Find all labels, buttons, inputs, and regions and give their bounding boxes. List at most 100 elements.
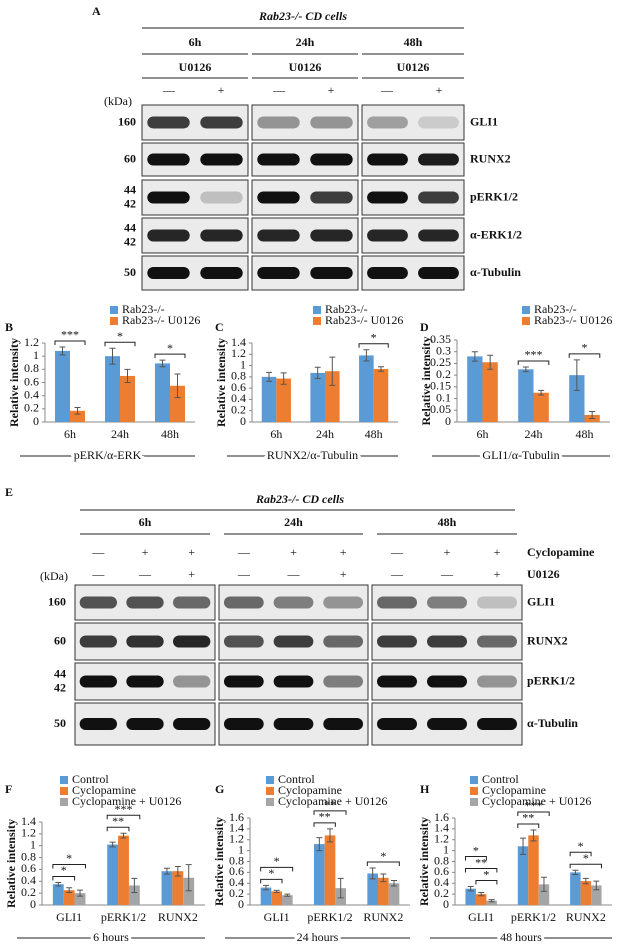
error-bar (131, 877, 138, 894)
band (418, 153, 459, 166)
band (310, 191, 353, 204)
error-bar (487, 354, 494, 370)
significance-bracket (517, 360, 550, 365)
legend-label: Control (72, 772, 109, 786)
band (79, 596, 117, 609)
y-axis-label: Relative intensity (212, 817, 226, 906)
lane-sign: + (444, 545, 451, 559)
x-tick-label: pERK1/2 (101, 910, 146, 924)
y-tick-label: 1.6 (229, 810, 244, 824)
y-tick-label: 1.2 (229, 832, 244, 846)
legend-swatch (470, 787, 478, 795)
kda-label: 44 (124, 220, 136, 234)
y-tick-label: 0.2 (229, 886, 244, 900)
legend-label: Rab23-/- (534, 302, 577, 316)
band (223, 718, 264, 730)
y-tick-label: 0.8 (229, 853, 244, 867)
bar (517, 846, 529, 905)
error-bar (573, 359, 580, 391)
y-tick-label: 0.2 (436, 367, 451, 381)
error-bar (124, 368, 131, 383)
y-tick-label: 0 (443, 897, 449, 911)
y-tick-label: 0.1 (436, 390, 451, 404)
bar (105, 356, 120, 422)
panel-letter: F (5, 782, 12, 796)
significance-label: * (61, 863, 67, 877)
significance-bracket (52, 875, 76, 881)
bar (120, 375, 135, 422)
significance-label: * (578, 839, 584, 853)
time-label: 6h (139, 515, 152, 529)
protein-label: RUNX2 (527, 633, 568, 647)
band (418, 267, 459, 279)
panel-letter: G (215, 782, 224, 796)
band (200, 267, 243, 279)
lane-sign: — (138, 567, 152, 581)
band (273, 675, 314, 688)
band (257, 153, 300, 166)
lane-sign: + (218, 83, 225, 97)
significance-label: *** (61, 328, 79, 342)
y-tick-label: 0.8 (231, 369, 246, 383)
band (377, 596, 417, 609)
y-tick-label: 0.4 (21, 873, 36, 887)
treatment-label: U0126 (289, 60, 322, 74)
panel-letter: B (5, 320, 13, 334)
error-bar (391, 880, 397, 887)
band (200, 191, 243, 204)
significance-bracket (54, 340, 86, 345)
bar (388, 883, 400, 905)
error-bar (174, 865, 181, 877)
y-tick-label: 0.4 (231, 391, 246, 405)
band (126, 635, 164, 648)
error-bar (363, 349, 370, 362)
lane-sign: — (272, 83, 286, 97)
legend-swatch (266, 776, 274, 784)
legend-swatch (313, 317, 321, 325)
y-tick-label: 0 (238, 897, 244, 911)
y-tick-label: 0.4 (24, 387, 39, 401)
y-axis-label: Relative intensity (7, 338, 21, 427)
lane-sign: — (162, 83, 176, 97)
band (323, 635, 364, 648)
y-axis-label: Relative intensity (417, 817, 431, 906)
band (173, 596, 211, 609)
bar (170, 385, 185, 422)
band (223, 635, 264, 648)
significance-bracket (260, 866, 294, 872)
lane-sign: + (340, 545, 347, 559)
blot-title: Rab23-/- CD cells (255, 492, 344, 506)
kda-header: (kDa) (40, 569, 68, 583)
bar (310, 372, 325, 422)
bar (465, 888, 476, 905)
bar (118, 835, 129, 905)
band (477, 596, 517, 609)
bar (569, 375, 585, 422)
band (257, 116, 300, 129)
bar (55, 350, 70, 422)
y-tick-label: 0.4 (434, 875, 449, 889)
significance-label: * (483, 867, 489, 881)
band (257, 229, 300, 242)
y-tick-label: 1.2 (21, 826, 36, 840)
lane-sign: — (237, 567, 251, 581)
bar (373, 368, 389, 422)
x-tick-label: 6h (64, 427, 76, 441)
bar (155, 363, 170, 422)
y-tick-label: 1 (33, 348, 39, 362)
band (126, 675, 164, 688)
error-bar (284, 893, 291, 897)
legend-swatch (110, 317, 118, 325)
error-bar (74, 407, 81, 415)
protein-label: pERK1/2 (470, 189, 518, 203)
kda-label: 50 (54, 716, 66, 730)
band (200, 229, 243, 242)
y-tick-label: 0 (445, 414, 451, 428)
y-tick-label: 0.8 (24, 361, 39, 375)
x-axis-label: pERK/α-ERK (74, 448, 142, 462)
bar (467, 356, 483, 422)
significance-label: *** (525, 799, 543, 813)
y-tick-label: 1.4 (231, 335, 246, 349)
significance-label: ** (475, 855, 487, 869)
